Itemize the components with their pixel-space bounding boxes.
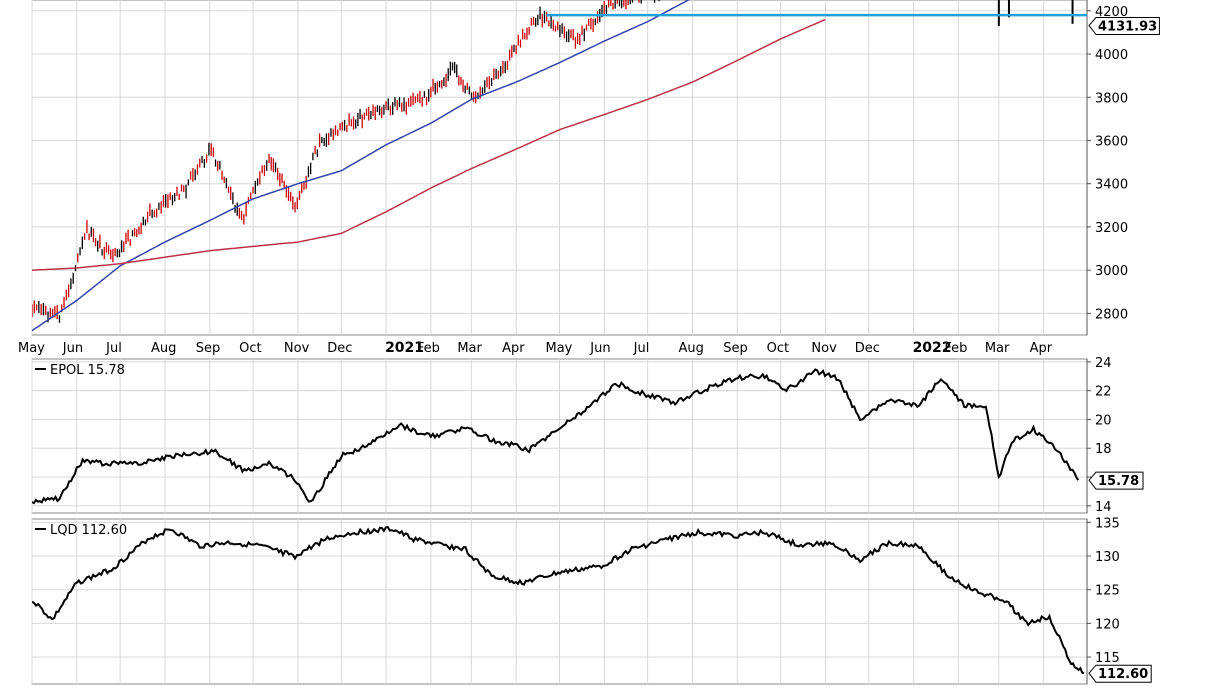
x-tick-label: Jul [633,341,650,356]
last-value-tag [1088,664,1152,683]
x-tick-label: Jun [62,341,83,356]
x-tick-label: 2021 [385,340,424,356]
legend-label: EPOL 15.78 [50,363,125,378]
y-tick-label: 22 [1095,385,1112,400]
x-tick-label: Sep [196,341,221,356]
last-value-label: 112.60 [1098,667,1148,682]
x-tick-label: Aug [678,341,703,356]
y-tick-label: 14 [1095,500,1112,515]
y-tick-label: 2800 [1095,307,1128,322]
series-line [32,368,1080,505]
x-tick-label: Oct [239,341,261,356]
panel-3: 115 120 125 130 135 112.60 LQD 112.60 [31,516,1152,685]
y-tick-label: 135 [1095,516,1120,531]
x-tick-label: Feb [417,341,440,356]
x-tick-label: Sep [723,341,748,356]
legend-label: LQD 112.60 [50,523,127,538]
x-tick-label: Aug [151,341,176,356]
last-value-tag [1088,17,1160,36]
last-value-label: 15.78 [1098,474,1139,489]
x-tick-label: May [546,341,573,356]
y-tick-label: 125 [1095,584,1120,599]
y-tick-label: 20 [1095,413,1112,428]
series-line [32,18,826,271]
y-tick-label: 3600 [1095,134,1128,149]
y-tick-label: 3200 [1095,221,1128,236]
x-tick-label: May [18,341,45,356]
x-tick-label: Jul [105,341,122,356]
x-tick-label: Feb [944,341,967,356]
x-tick-label: Nov [284,341,310,356]
y-tick-label: 130 [1095,550,1120,565]
x-tick-label: Nov [811,341,837,356]
y-tick-label: 115 [1095,651,1120,666]
y-tick-label: 4000 [1095,48,1128,63]
y-tick-label: 4200 [1095,5,1128,20]
x-tick-label: Jun [589,341,610,356]
x-tick-label: Mar [985,341,1010,356]
x-tick-label: Apr [1030,341,1053,356]
x-tick-label: Apr [502,341,525,356]
x-tick-label: 2022 [913,340,952,356]
last-value-tag [1088,471,1144,490]
plot-area [32,368,1080,505]
y-tick-label: 18 [1095,442,1112,457]
y-tick-label: 120 [1095,617,1120,632]
x-tick-label: Oct [767,341,789,356]
y-tick-label: 3800 [1095,91,1128,106]
plot-area [32,0,1074,332]
y-tick-label: 24 [1095,356,1112,371]
x-tick-label: Dec [855,341,880,356]
series-line [32,526,1085,675]
plot-area [32,526,1085,675]
y-tick-label: 3000 [1095,264,1128,279]
x-tick-label: Dec [327,341,352,356]
last-value-label: 4131.93 [1098,20,1157,35]
y-tick-label: 3400 [1095,178,1128,193]
x-tick-label: Mar [457,341,482,356]
series-line [32,0,690,332]
